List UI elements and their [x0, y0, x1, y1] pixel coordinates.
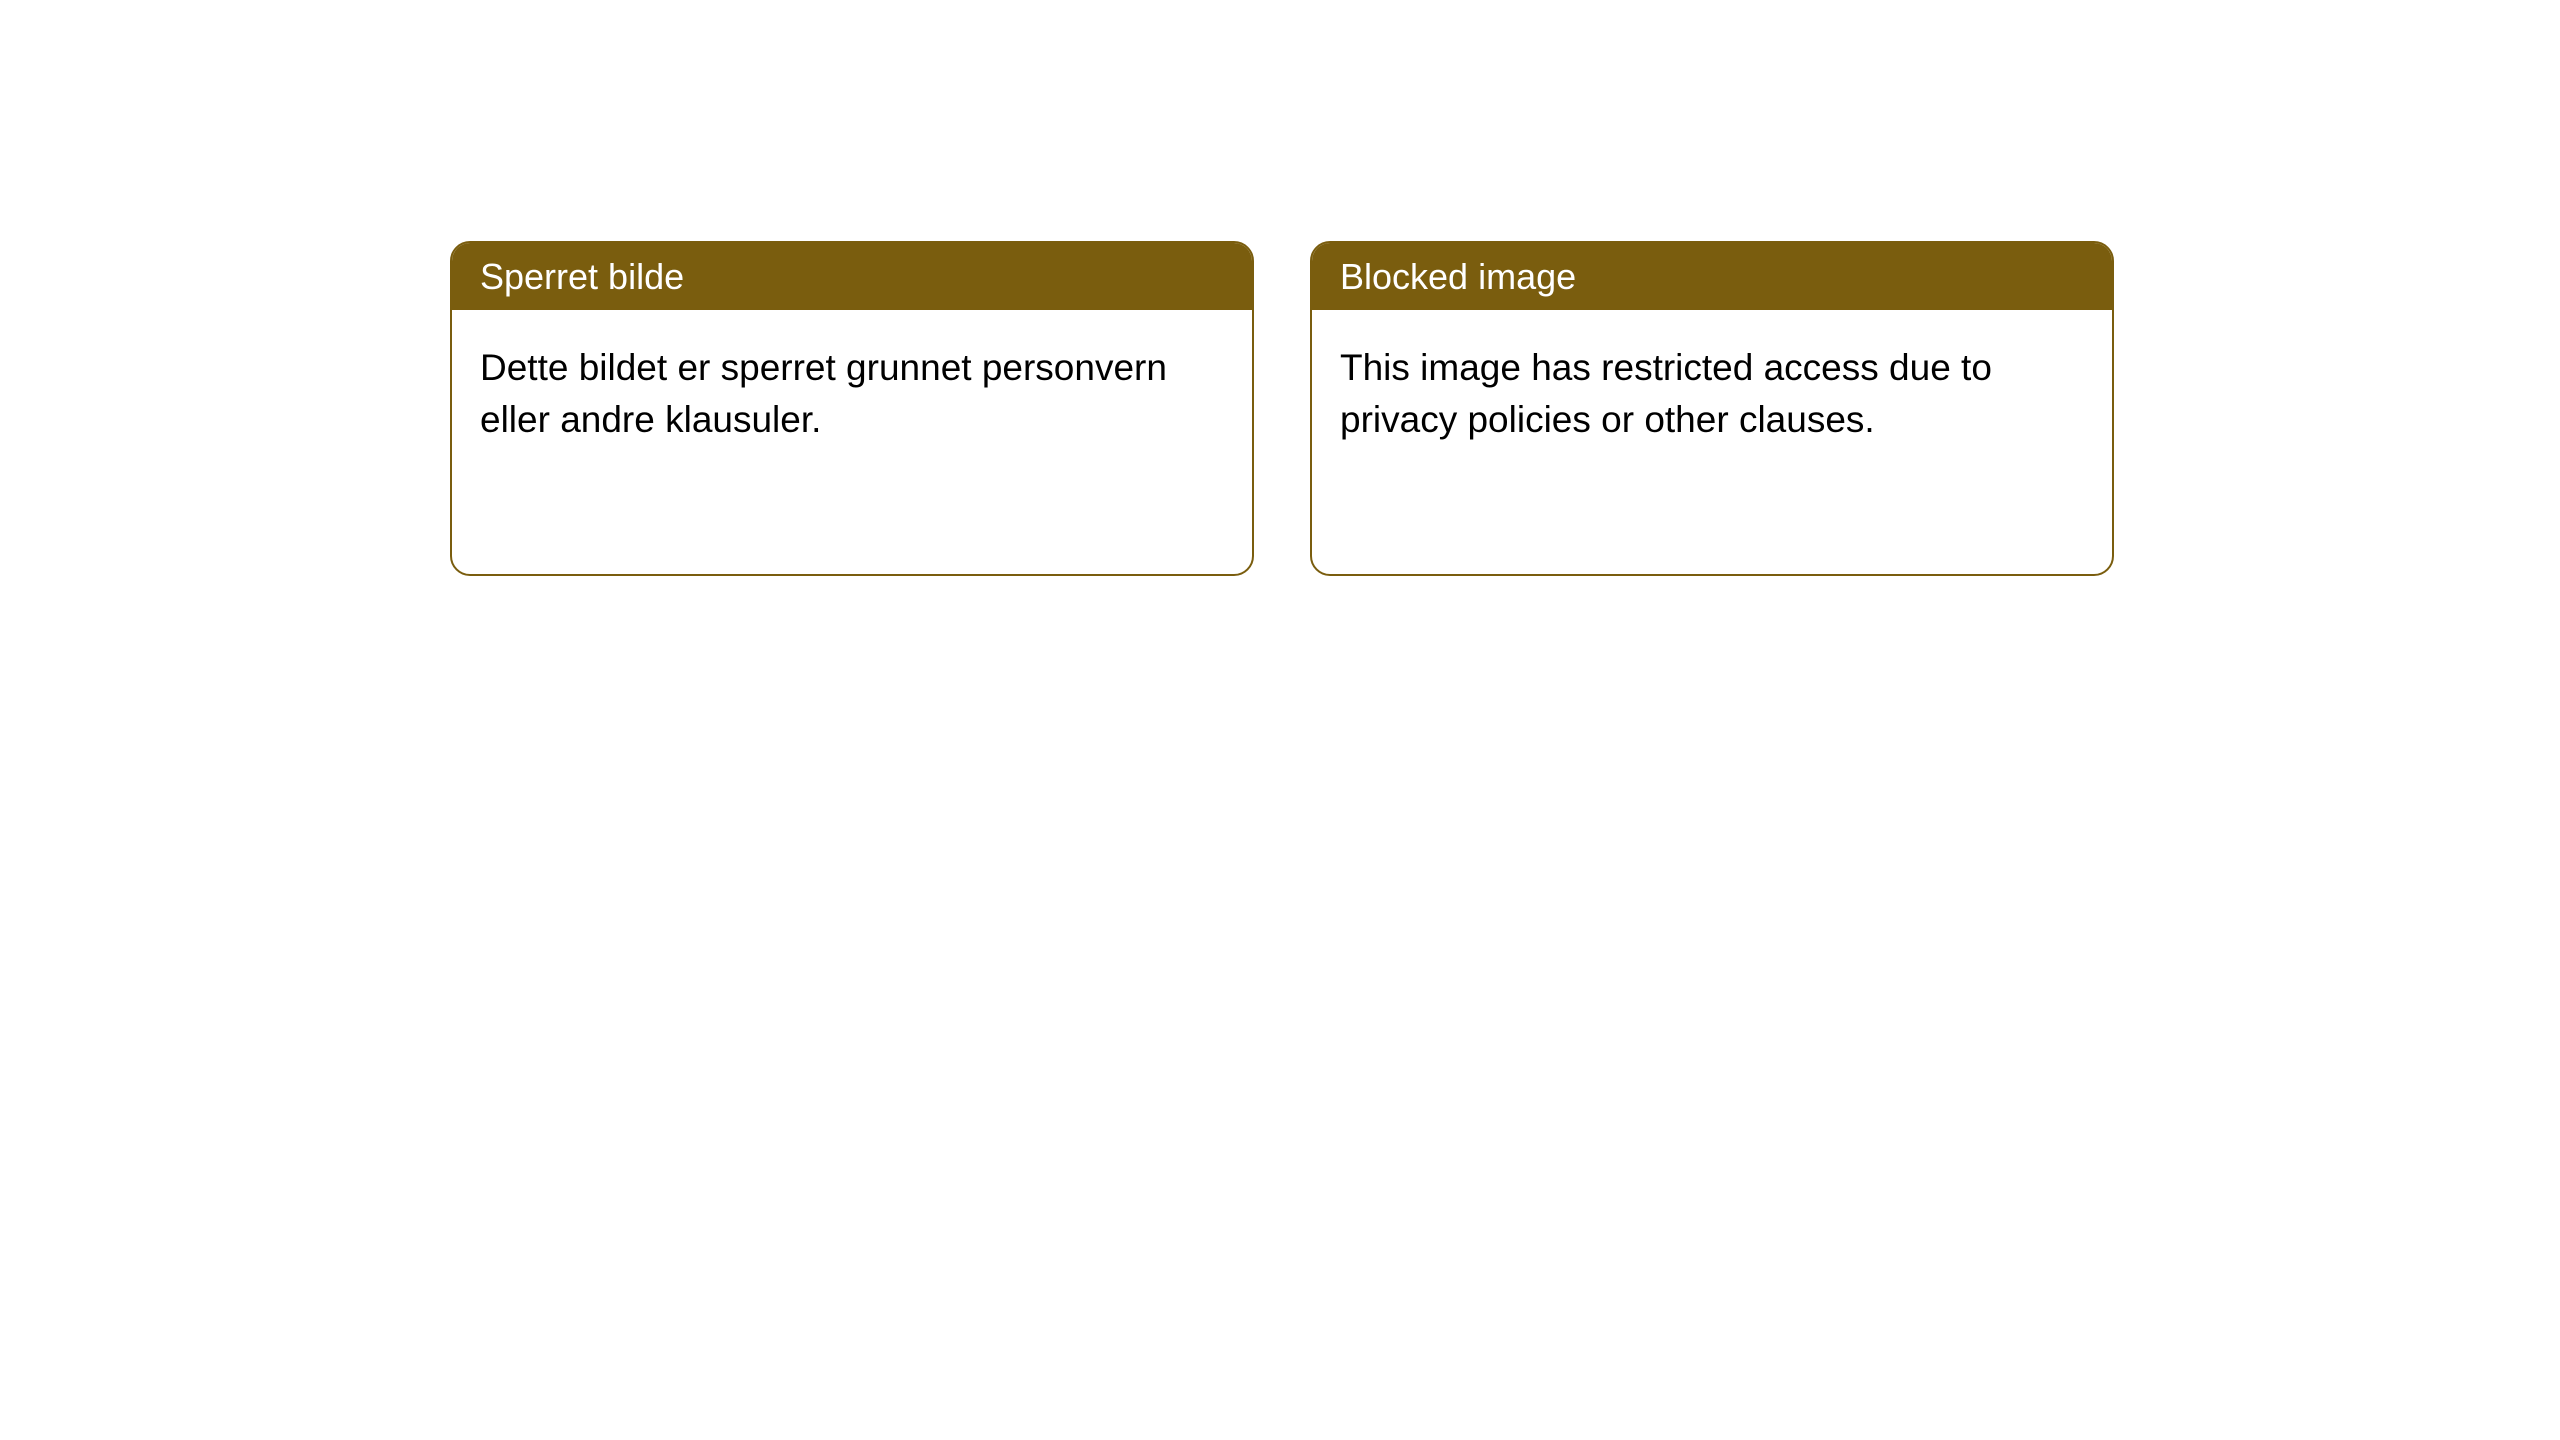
card-body-no: Dette bildet er sperret grunnet personve… [452, 310, 1252, 478]
card-body-en: This image has restricted access due to … [1312, 310, 2112, 478]
card-title-no: Sperret bilde [452, 243, 1252, 310]
blocked-image-card-en: Blocked image This image has restricted … [1310, 241, 2114, 576]
card-title-en: Blocked image [1312, 243, 2112, 310]
notice-container: Sperret bilde Dette bildet er sperret gr… [450, 241, 2114, 576]
blocked-image-card-no: Sperret bilde Dette bildet er sperret gr… [450, 241, 1254, 576]
